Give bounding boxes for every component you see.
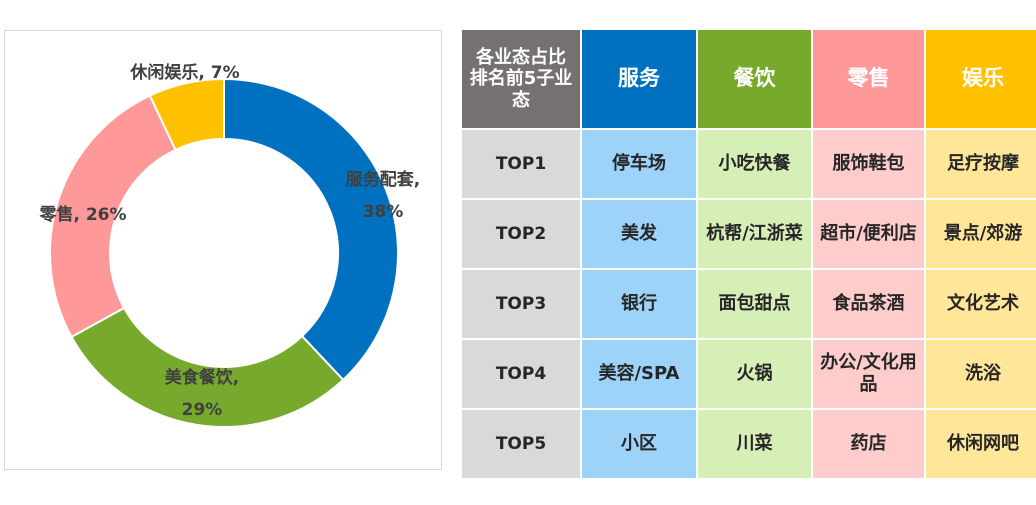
table-cell: 休闲网吧 [926,410,1036,478]
table-cell: 面包甜点 [698,270,811,338]
row-rank-top4: TOP4 [462,340,580,408]
table-cell: 银行 [582,270,696,338]
row-rank-top5: TOP5 [462,410,580,478]
row-rank-top1: TOP1 [462,130,580,198]
column-header-dining: 餐饮 [698,30,811,128]
slice-data-label: 休闲娱乐, 7% [129,62,239,83]
row-rank-top2: TOP2 [462,200,580,268]
table-corner-header: 各业态占比排名前5子业态 [462,30,580,128]
table-cell: 美发 [582,200,696,268]
donut-slice [70,306,345,428]
donut-chart: 服务配套, 38% 美食餐饮, 29% 零售, 26% 休闲娱乐, 7% [38,62,420,428]
subformat-ranking-table: 各业态占比排名前5子业态 服务 餐饮 零售 娱乐 TOP1 停车场 小吃快餐 服… [462,30,1036,478]
table-cell: 小区 [582,410,696,478]
donut-slice [49,94,177,339]
table-cell: 药店 [813,410,924,478]
slice-data-label: 美食餐饮, [165,367,239,388]
table-cell: 川菜 [698,410,811,478]
table-cell: 停车场 [582,130,696,198]
slice-data-label: 零售, 26% [38,204,126,225]
table-cell: 小吃快餐 [698,130,811,198]
table-cell: 文化艺术 [926,270,1036,338]
slice-data-label: 服务配套, [346,169,420,190]
row-rank-top3: TOP3 [462,270,580,338]
donut-chart-panel: 服务配套, 38% 美食餐饮, 29% 零售, 26% 休闲娱乐, 7% [4,30,442,470]
ranking-grid: 各业态占比排名前5子业态 服务 餐饮 零售 娱乐 TOP1 停车场 小吃快餐 服… [462,30,1036,478]
column-header-service: 服务 [582,30,696,128]
table-cell: 食品茶酒 [813,270,924,338]
table-cell: 超市/便利店 [813,200,924,268]
table-cell: 服饰鞋包 [813,130,924,198]
table-cell: 景点/郊游 [926,200,1036,268]
column-header-entertainment: 娱乐 [926,30,1036,128]
column-header-retail: 零售 [813,30,924,128]
table-cell: 办公/文化用品 [813,340,924,408]
donut-slice [148,77,225,152]
table-cell: 足疗按摩 [926,130,1036,198]
table-cell: 洗浴 [926,340,1036,408]
donut-slice [223,77,399,382]
slice-data-label: 29% [182,400,223,420]
table-cell: 火锅 [698,340,811,408]
table-cell: 杭帮/江浙菜 [698,200,811,268]
table-cell: 美容/SPA [582,340,696,408]
slice-data-label: 38% [363,202,404,222]
